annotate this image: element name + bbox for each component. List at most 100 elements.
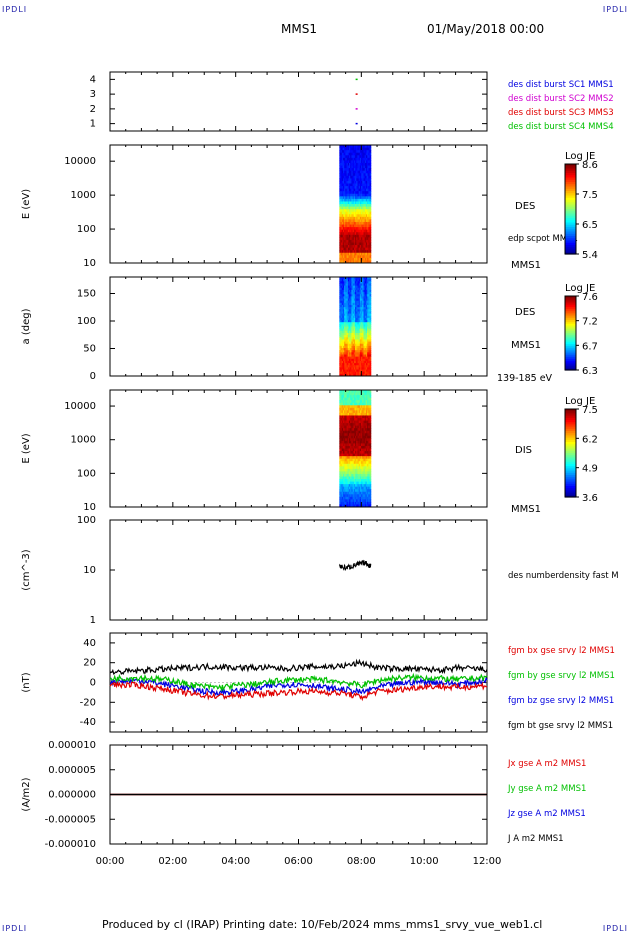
spectrogram-cell (351, 214, 354, 218)
spectrogram-cell (339, 201, 342, 205)
spectrogram-cell (342, 317, 345, 321)
spectrogram-cell (345, 350, 348, 353)
spectrogram-cell (369, 304, 372, 308)
spectrogram-cell (355, 468, 357, 472)
spectrogram-cell (369, 433, 372, 437)
spectrogram-cell (352, 247, 355, 251)
spectrogram-cell (368, 412, 371, 416)
spectrogram-cell (345, 232, 348, 236)
colorbar-cell (565, 327, 576, 330)
spectrogram-cell (361, 247, 363, 251)
spectrogram-cell (339, 232, 342, 236)
spectrogram-cell (345, 326, 348, 330)
spectrogram-cell (365, 173, 368, 177)
spectrogram-cell (349, 491, 351, 495)
spectrogram-cell (346, 373, 349, 377)
spectrogram-cell (353, 499, 356, 503)
spectrogram-cell (356, 330, 358, 334)
spectrogram-cell (345, 183, 348, 187)
spectrogram-cell (350, 289, 352, 293)
spectrogram-cell (339, 247, 342, 251)
spectrogram-cell (359, 420, 362, 424)
colorbar-cell (565, 316, 576, 319)
spectrogram-cell (369, 307, 372, 310)
spectrogram-cell (365, 311, 368, 315)
spectrogram-cell (363, 341, 366, 345)
spectrogram-cell (362, 307, 365, 310)
spectrogram-cell (344, 252, 346, 256)
spectrogram-cell (355, 224, 357, 228)
spectrogram-cell (351, 289, 354, 293)
spectrogram-cell (350, 150, 352, 154)
spectrogram-cell (365, 250, 368, 254)
spectrogram-cell (340, 206, 343, 210)
spectrogram-cell (357, 292, 360, 295)
colorbar-cell (565, 170, 576, 174)
spectrogram-cell (347, 281, 350, 284)
spectrogram-cell (365, 365, 368, 368)
spectrogram-cell (342, 397, 345, 401)
spectrogram-cell (350, 155, 352, 159)
spectrogram-cell (344, 494, 346, 498)
spectrogram-cell (351, 298, 354, 302)
spectrogram-cell (342, 481, 345, 485)
spectrogram-cell (346, 206, 349, 210)
spectrogram-cell (347, 313, 350, 317)
spectrogram-cell (356, 345, 358, 349)
spectrogram-cell (352, 317, 355, 321)
spectrogram-cell (368, 402, 371, 406)
spectrogram-cell (342, 232, 345, 236)
spectrogram-cell (350, 317, 352, 321)
spectrogram-cell (368, 348, 371, 351)
spectrogram-cell (342, 410, 345, 414)
colorbar-cell (565, 238, 576, 242)
spectrogram-cell (367, 178, 369, 182)
spectrogram-cell (367, 191, 369, 195)
spectrogram-cell (346, 402, 349, 406)
spectrogram-cell (346, 352, 349, 355)
spectrogram-cell (369, 296, 372, 300)
spectrogram-cell (349, 250, 351, 254)
spectrogram-cell (363, 332, 366, 336)
spectrogram-cell (359, 425, 362, 429)
spectrogram-cell (339, 440, 342, 444)
spectrogram-cell (365, 448, 368, 452)
spectrogram-cell (347, 330, 350, 334)
spectrogram-cell (365, 247, 368, 251)
spectrogram-cell (341, 367, 344, 371)
spectrogram-cell (351, 356, 354, 360)
colorbar-cell (565, 321, 576, 325)
spectrogram-cell (349, 348, 351, 351)
spectrogram-cell (353, 307, 356, 310)
colorbar-cell (565, 329, 576, 332)
spectrogram-cell (362, 445, 365, 449)
spectrogram-cell (349, 451, 351, 455)
spectrogram-cell (349, 206, 351, 210)
spectrogram-cell (365, 183, 368, 187)
spectrogram-cell (369, 412, 372, 416)
spectrogram-cell (367, 433, 369, 437)
spectrogram-cell (358, 196, 361, 200)
spectrogram-cell (364, 152, 367, 156)
spectrogram-cell (353, 328, 356, 332)
spectrogram-cell (357, 367, 360, 371)
spectrogram-cell (347, 415, 350, 419)
spectrogram-cell (357, 358, 360, 362)
spectrogram-cell (358, 435, 361, 439)
spectrogram-cell (350, 255, 352, 259)
spectrogram-cell (357, 147, 360, 151)
spectrogram-cell (347, 466, 350, 470)
spectrogram-cell (339, 309, 342, 312)
spectrogram-cell (355, 294, 357, 297)
spectrogram-cell (357, 345, 360, 349)
spectrogram-cell (351, 339, 354, 343)
spectrogram-cell (368, 481, 371, 485)
spectrogram-cell (363, 152, 366, 156)
spectrogram-cell (349, 281, 351, 284)
spectrogram-cell (362, 365, 365, 368)
spectrogram-cell (345, 150, 348, 154)
spectrogram-cell (368, 162, 371, 167)
spectrogram-cell (351, 395, 354, 399)
spectrogram-cell (339, 345, 342, 349)
spectrogram-cell (344, 356, 346, 360)
